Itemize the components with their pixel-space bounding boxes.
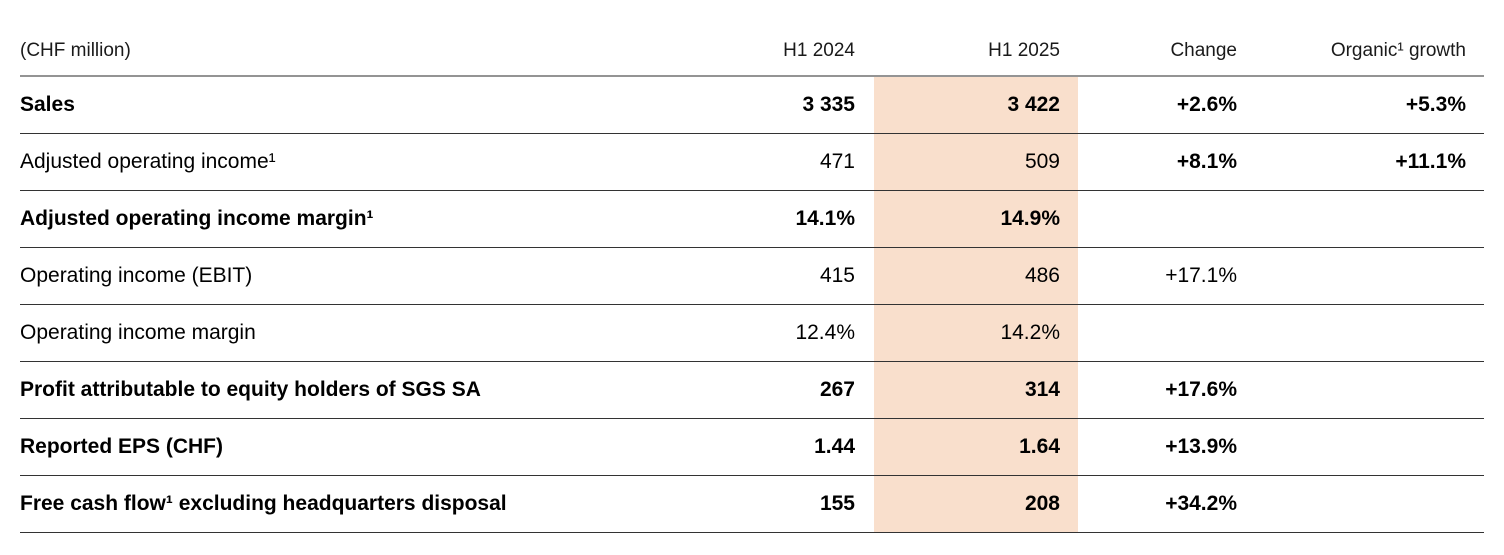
column-header-organic-growth: Organic¹ growth: [1330, 40, 1466, 61]
table-header-row: (CHF million) H1 2024 H1 2025 Change Org…: [20, 0, 1484, 77]
value-h1-2024: 155: [819, 492, 855, 515]
value-h1-2025-highlighted: 14.2%: [874, 305, 1078, 361]
row-label: Sales: [20, 93, 75, 116]
table-row: Sales 3 335 3 422 +2.6% +5.3%: [20, 77, 1484, 134]
value-change: +34.2%: [1165, 492, 1237, 515]
value-h1-2025-highlighted: 208: [874, 476, 1078, 532]
column-header-h1-2024: H1 2024: [783, 40, 855, 61]
row-label: Operating income (EBIT): [20, 264, 253, 287]
table-row: Reported EPS (CHF) 1.44 1.64 +13.9%: [20, 419, 1484, 476]
row-label: Adjusted operating income margin¹: [20, 207, 374, 230]
unit-label: (CHF million): [20, 40, 131, 61]
value-h1-2025-highlighted: 509: [874, 134, 1078, 190]
value-h1-2024: 3 335: [802, 93, 855, 116]
value-h1-2024: 14.1%: [795, 207, 855, 230]
value-h1-2025-highlighted: 1.64: [874, 419, 1078, 475]
value-h1-2024: 415: [819, 264, 855, 287]
table-row: Adjusted operating income¹ 471 509 +8.1%…: [20, 134, 1484, 191]
value-h1-2024: 267: [819, 378, 855, 401]
value-change: +13.9%: [1165, 435, 1237, 458]
value-h1-2025-highlighted: 14.9%: [874, 191, 1078, 247]
value-change: +8.1%: [1176, 150, 1237, 173]
row-label: Operating income margin: [20, 321, 256, 344]
table-row: Adjusted operating income margin¹ 14.1% …: [20, 191, 1484, 248]
row-label: Adjusted operating income¹: [20, 150, 276, 173]
value-h1-2024: 471: [819, 150, 855, 173]
value-organic-growth: +11.1%: [1395, 150, 1466, 173]
value-h1-2025-highlighted: 314: [874, 362, 1078, 418]
financial-results-table: (CHF million) H1 2024 H1 2025 Change Org…: [20, 0, 1484, 533]
table-row: Operating income (EBIT) 415 486 +17.1%: [20, 248, 1484, 305]
value-change: +2.6%: [1176, 93, 1237, 116]
row-label: Profit attributable to equity holders of…: [20, 378, 481, 401]
value-h1-2025-highlighted: 486: [874, 248, 1078, 304]
value-organic-growth: +5.3%: [1405, 93, 1466, 116]
value-change: +17.1%: [1165, 264, 1237, 287]
column-header-change: Change: [1170, 40, 1237, 61]
row-label: Free cash flow¹ excluding headquarters d…: [20, 492, 507, 515]
value-h1-2024: 12.4%: [795, 321, 855, 344]
value-h1-2024: 1.44: [814, 435, 855, 458]
value-h1-2025-highlighted: 3 422: [874, 77, 1078, 133]
table-row: Operating income margin 12.4% 14.2%: [20, 305, 1484, 362]
table-row: Free cash flow¹ excluding headquarters d…: [20, 476, 1484, 533]
table-row: Profit attributable to equity holders of…: [20, 362, 1484, 419]
row-label: Reported EPS (CHF): [20, 435, 224, 458]
column-header-h1-2025: H1 2025: [988, 40, 1060, 61]
value-change: +17.6%: [1165, 378, 1237, 401]
